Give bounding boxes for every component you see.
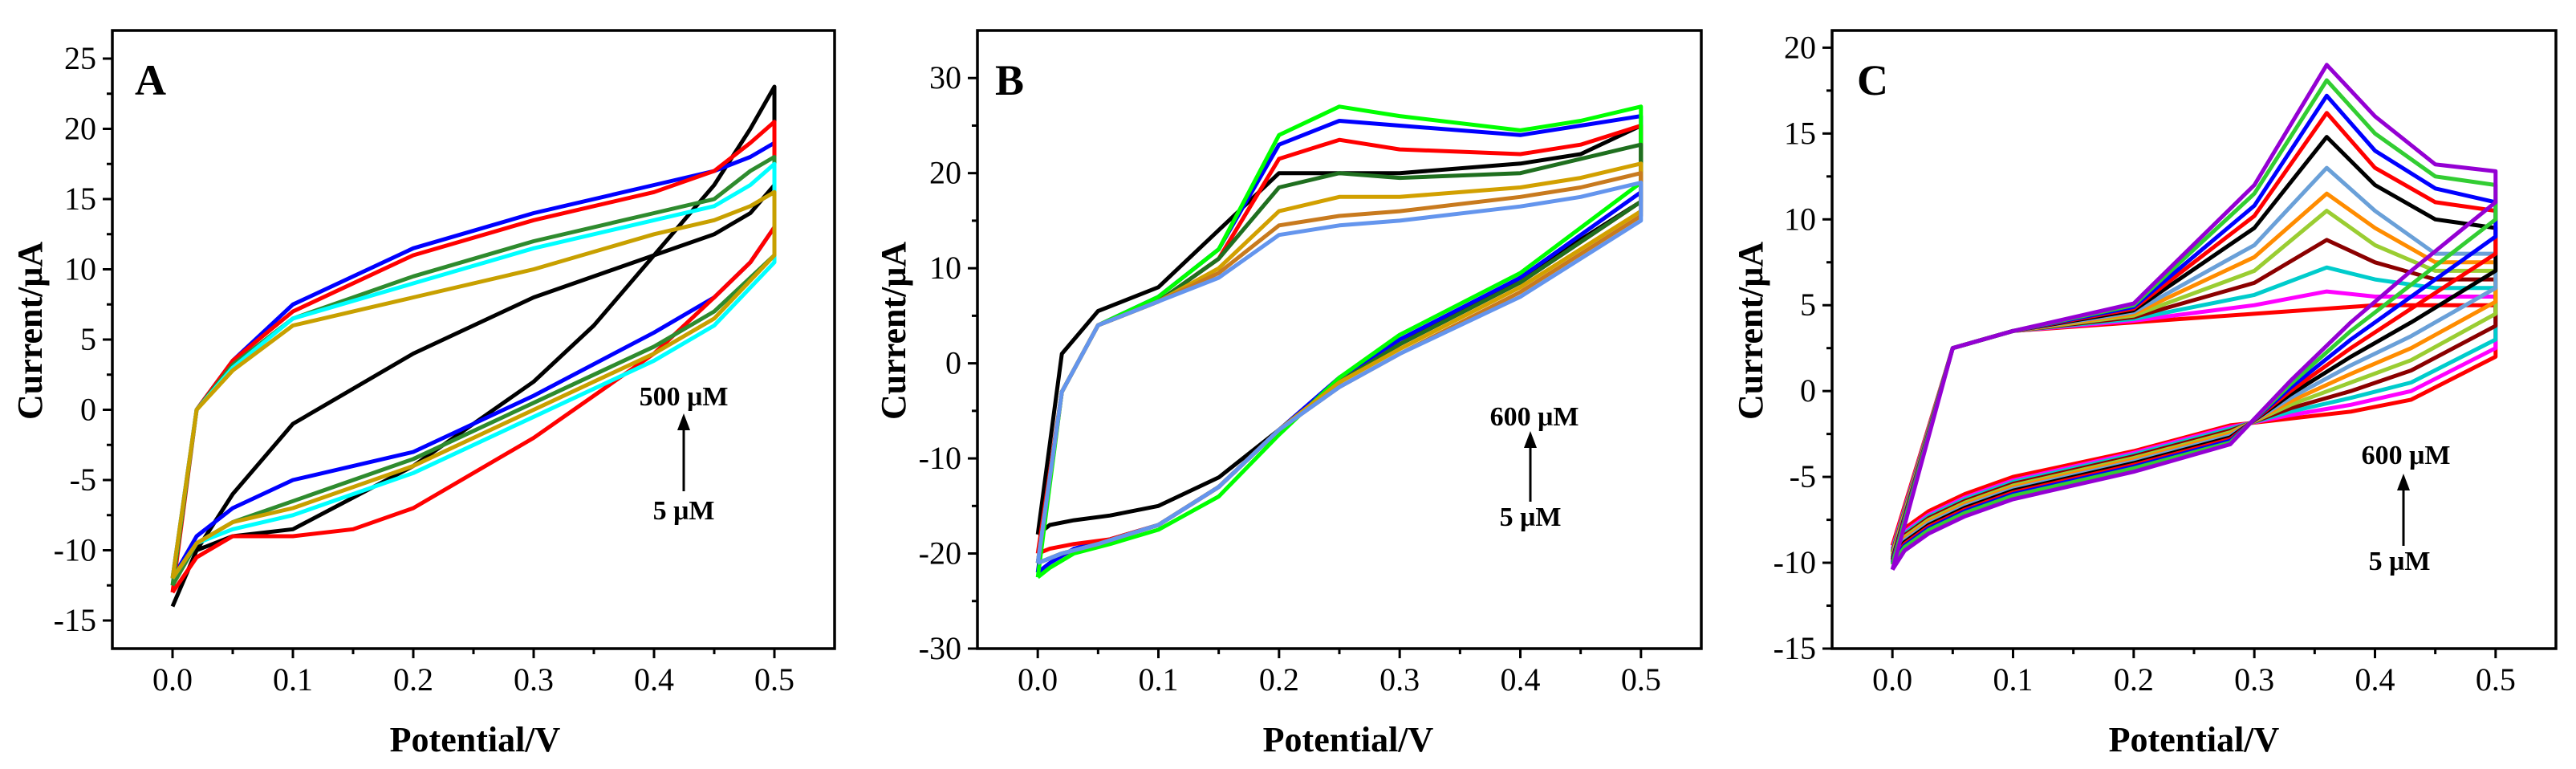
- panel-a-annotation-top: 500 μM: [640, 382, 729, 412]
- panel-b-ytick-label: -10: [919, 440, 961, 476]
- panel-b-series-8: [1035, 181, 1644, 565]
- panel-b-annotation-bottom: 5 μM: [1500, 502, 1562, 532]
- panel-c-ytick-label: 15: [1784, 115, 1816, 151]
- panel-b-xtick-label: 0.1: [1139, 661, 1179, 698]
- panel-c-ylabel: Current/μA: [1731, 242, 1770, 420]
- panel-a: Current/μA Potential/V A 500 μM 5 μM 0.0…: [10, 29, 836, 759]
- panel-a-xtick-label: 0.1: [273, 661, 313, 698]
- panel-a-series-6: [170, 189, 777, 580]
- panel-c-xlabel: Potential/V: [2109, 720, 2280, 759]
- panel-b-letter: B: [995, 56, 1024, 104]
- panel-a-plot-frame: [111, 29, 836, 650]
- panel-a-ytick-label: 10: [64, 251, 96, 287]
- panel-b-series-5: [1035, 142, 1644, 565]
- panel-c-xtick-label: 0.4: [2355, 661, 2395, 698]
- panel-c: Current/μA Potential/V C 600 μM 5 μM 0.0…: [1731, 29, 2558, 759]
- panel-b-xtick-label: 0.4: [1501, 661, 1541, 698]
- panel-b-curves: [1035, 104, 1644, 580]
- panel-b-ytick-label: -20: [919, 535, 961, 572]
- panel-c-ytick-label: -15: [1774, 630, 1816, 666]
- panel-a-curves: [170, 84, 777, 608]
- panel-c-annotation-bottom: 5 μM: [2369, 547, 2431, 576]
- panel-a-ylabel: Current/μA: [10, 242, 50, 420]
- panel-b-xtick-label: 0.2: [1259, 661, 1299, 698]
- panel-b-series-3: [1035, 124, 1644, 555]
- panel-c-series-1: [1890, 303, 2498, 547]
- panel-c-series-12: [1890, 63, 2498, 571]
- panel-a-annotation-bottom: 5 μM: [653, 496, 715, 526]
- panel-a-ytick-label: 15: [64, 181, 96, 217]
- panel-c-xtick-label: 0.5: [2476, 661, 2516, 698]
- panel-a-ytick-label: 20: [64, 111, 96, 147]
- panel-c-arrow-head: [2397, 474, 2410, 490]
- panel-a-xtick-label: 0.4: [634, 661, 674, 698]
- panel-b-ytick-label: -30: [919, 630, 961, 666]
- panel-b-xtick-label: 0.0: [1018, 661, 1058, 698]
- panel-b-ytick-label: 10: [929, 250, 961, 286]
- panel-c-letter: C: [1857, 56, 1888, 104]
- panel-c-ytick-label: -10: [1774, 544, 1816, 580]
- panel-c-ytick-label: -5: [1790, 458, 1816, 494]
- panel-a-series-1: [170, 84, 777, 608]
- panel-b-arrow-head: [1524, 431, 1537, 448]
- panel-b-ylabel: Current/μA: [874, 242, 913, 420]
- panel-a-ytick-label: 5: [80, 321, 96, 357]
- panel-a-xtick-label: 0.2: [393, 661, 433, 698]
- panel-b-series-1: [1035, 124, 1644, 536]
- panel-b-xtick-label: 0.5: [1621, 661, 1661, 698]
- panel-c-annotation-top: 600 μM: [2362, 441, 2451, 470]
- panel-b-annotation-top: 600 μM: [1490, 402, 1579, 432]
- panel-c-ytick-label: 5: [1800, 287, 1816, 323]
- panel-b-xlabel: Potential/V: [1263, 720, 1434, 759]
- panel-b-ytick-label: 0: [945, 345, 961, 381]
- panel-c-ytick-label: 20: [1784, 29, 1816, 65]
- panel-a-arrow-head: [677, 413, 690, 430]
- panel-a-ytick-label: -10: [54, 532, 96, 568]
- panel-a-ytick-label: 25: [64, 40, 96, 76]
- panel-a-xtick-label: 0.5: [754, 661, 794, 698]
- panel-a-xtick-label: 0.3: [514, 661, 554, 698]
- panel-c-xtick-label: 0.1: [1993, 661, 2034, 698]
- panel-b: Current/μA Potential/V B 600 μM 5 μM 0.0…: [874, 29, 1703, 759]
- panel-b-ytick-label: 20: [929, 155, 961, 191]
- panel-c-xtick-label: 0.3: [2234, 661, 2274, 698]
- panel-a-ytick-label: -15: [54, 602, 96, 638]
- panel-b-xtick-label: 0.3: [1379, 661, 1420, 698]
- panel-c-ytick-label: 0: [1800, 372, 1816, 409]
- panel-c-xtick-label: 0.2: [2114, 661, 2154, 698]
- panel-a-ytick-label: -5: [70, 462, 96, 498]
- panel-a-ytick-label: 0: [80, 392, 96, 428]
- panel-a-letter: A: [135, 56, 166, 104]
- panel-a-xtick-label: 0.0: [152, 661, 193, 698]
- panel-a-series-5: [170, 161, 777, 580]
- panel-c-ytick-label: 10: [1784, 201, 1816, 237]
- panel-c-series-11: [1890, 78, 2498, 566]
- panel-a-xlabel: Potential/V: [390, 720, 561, 759]
- panel-c-xtick-label: 0.0: [1872, 661, 1912, 698]
- panel-c-curves: [1890, 63, 2498, 571]
- panel-b-ytick-label: 30: [929, 59, 961, 96]
